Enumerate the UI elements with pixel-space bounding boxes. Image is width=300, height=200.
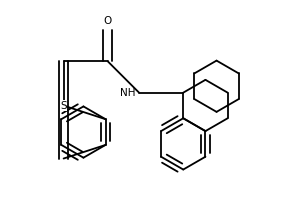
Text: S: S (60, 101, 67, 111)
Text: NH: NH (120, 88, 136, 98)
Text: O: O (104, 16, 112, 26)
